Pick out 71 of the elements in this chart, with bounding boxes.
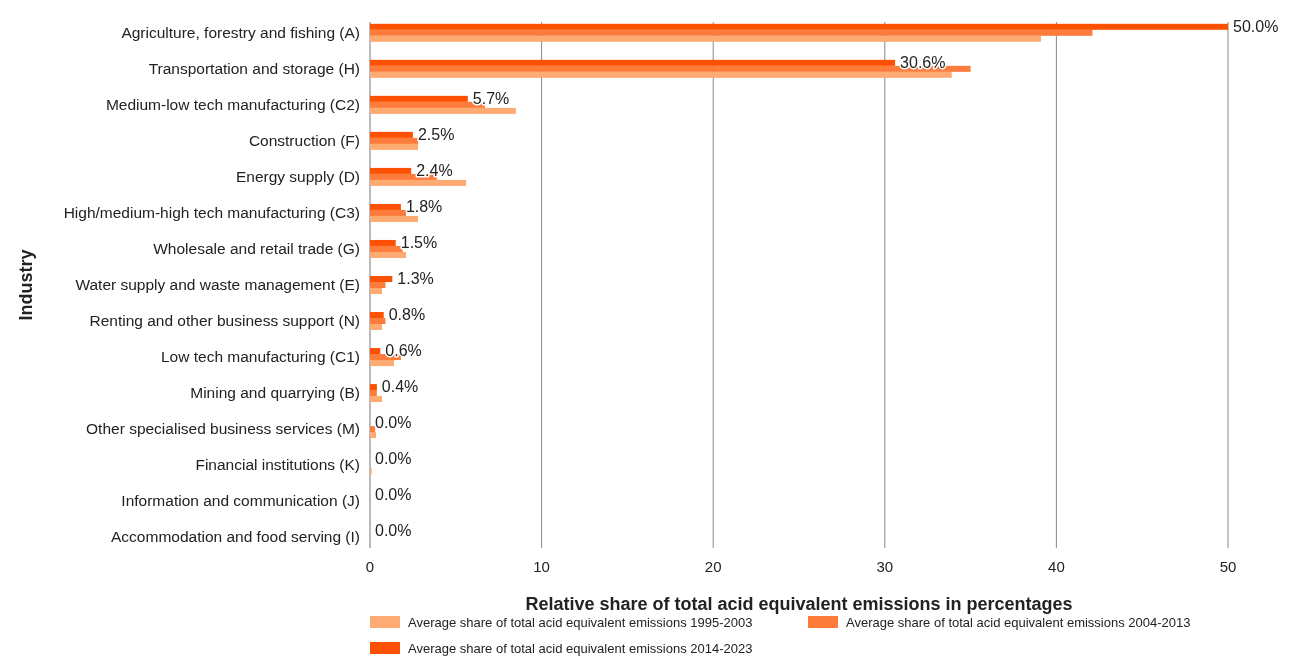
- y-tick-label: Low tech manufacturing (C1): [160, 348, 360, 366]
- data-label: 1.3%: [397, 270, 434, 287]
- data-label: 0.0%: [375, 486, 412, 504]
- bar: [370, 251, 407, 258]
- y-tick-label: Agriculture, forestry and fishing (A): [121, 23, 360, 41]
- bar: [370, 35, 1041, 42]
- bar: [370, 179, 467, 186]
- y-tick-label: Medium-low tech manufacturing (C2): [105, 95, 360, 113]
- y-tick-label: Renting and other business support (N): [89, 312, 360, 330]
- bar: [370, 282, 386, 288]
- data-label: 1.8%: [405, 197, 443, 215]
- bar: [370, 215, 419, 222]
- bar: [370, 312, 384, 319]
- y-tick-label: High/medium-high tech manufacturing (C3): [63, 203, 360, 221]
- y-tick-label: Information and communication (J): [121, 492, 360, 510]
- bar: [370, 209, 407, 216]
- bar: [370, 360, 395, 367]
- x-axis-title: Relative share of total acid equivalent emissions in percentages: [525, 594, 1073, 614]
- bar: [370, 23, 1228, 30]
- y-tick-label: Financial institutions (K): [195, 456, 360, 474]
- bar: [370, 396, 383, 403]
- data-label: 0.4%: [381, 378, 419, 396]
- bar: [370, 59, 896, 66]
- y-tick-label: Water supply and waste management (E): [75, 276, 360, 293]
- bar: [370, 107, 516, 114]
- y-tick-label: Transportation and storage (H): [148, 59, 360, 77]
- data-label: 5.7%: [472, 89, 510, 107]
- legend-label: Average share of total acid equivalent emissions 2004-2013: [846, 615, 1191, 630]
- bar: [370, 324, 383, 331]
- bar: [370, 275, 393, 282]
- bar: [370, 71, 952, 78]
- data-label: 0.8%: [388, 306, 426, 324]
- bar: [370, 245, 403, 252]
- y-tick-label: Construction (F): [248, 131, 360, 149]
- x-tick-label: 10: [533, 558, 550, 575]
- bar: [370, 203, 401, 210]
- bar: [370, 432, 377, 439]
- data-label: 50.0%: [1233, 17, 1279, 35]
- y-tick-label: Energy supply (D): [235, 167, 360, 185]
- bar: [370, 131, 413, 138]
- bar: [370, 95, 468, 102]
- data-label: 0.0%: [375, 522, 412, 540]
- data-label: 2.5%: [417, 125, 455, 143]
- bar: [370, 318, 386, 325]
- bar: [370, 143, 419, 150]
- legend-label: Average share of total acid equivalent emissions 1995-2003: [408, 615, 753, 630]
- x-tick-label: 40: [1048, 558, 1065, 575]
- bar: [370, 137, 419, 144]
- bar: [370, 348, 381, 355]
- data-label: 0.6%: [385, 342, 422, 360]
- x-tick-label: 50: [1219, 558, 1237, 575]
- data-label: 0.0%: [375, 414, 412, 432]
- x-tick-label: 20: [704, 558, 722, 575]
- legend-label: Average share of total acid equivalent emissions 2014-2023: [408, 641, 753, 656]
- data-label: 1.5%: [400, 233, 438, 251]
- data-label: 2.4%: [416, 161, 453, 179]
- y-tick-label: Wholesale and retail trade (G): [153, 239, 360, 257]
- y-tick-label: Accommodation and food serving (I): [111, 528, 360, 546]
- bar: [370, 390, 377, 397]
- bar: [370, 167, 412, 174]
- x-tick-label: 30: [876, 558, 894, 575]
- bar: [370, 288, 383, 295]
- y-axis-title: Industry: [16, 249, 36, 321]
- bar: [370, 239, 396, 246]
- y-tick-label: Mining and quarrying (B): [190, 384, 360, 402]
- bar: [370, 426, 376, 433]
- data-label: 0.0%: [375, 450, 412, 468]
- y-tick-label: Other specialised business services (M): [86, 420, 360, 438]
- x-tick-label: 0: [365, 558, 375, 575]
- bar: [370, 29, 1093, 36]
- bar: [370, 384, 377, 391]
